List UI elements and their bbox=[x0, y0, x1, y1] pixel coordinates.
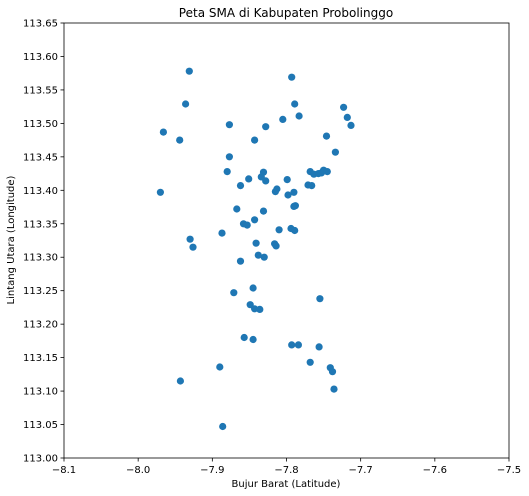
data-point bbox=[322, 132, 331, 140]
data-points bbox=[156, 67, 355, 431]
data-point bbox=[331, 148, 339, 156]
y-tick-label: 113.05 bbox=[23, 420, 58, 431]
data-point bbox=[343, 113, 351, 121]
data-point bbox=[330, 385, 338, 393]
y-tick-label: 113.65 bbox=[23, 19, 58, 30]
y-axis-ticks: 113.00 113.05 113.10 113.15 113.20 113.25 113.… bbox=[23, 19, 64, 465]
data-point bbox=[262, 123, 270, 131]
data-point bbox=[251, 136, 259, 144]
data-point bbox=[182, 100, 190, 108]
data-point bbox=[290, 202, 298, 210]
data-point bbox=[347, 121, 355, 129]
y-tick-label: 113.60 bbox=[23, 52, 58, 63]
y-tick-label: 113.35 bbox=[23, 219, 58, 230]
chart-title: Peta SMA di Kabupaten Probolinggo bbox=[179, 6, 393, 20]
data-point bbox=[236, 182, 245, 190]
data-point bbox=[245, 175, 253, 183]
y-tick-label: 113.40 bbox=[23, 186, 58, 197]
data-point bbox=[272, 242, 280, 250]
data-point bbox=[240, 333, 248, 342]
data-point bbox=[256, 305, 264, 313]
data-point bbox=[315, 343, 323, 351]
x-tick-label: −8.0 bbox=[126, 465, 150, 476]
y-tick-label: 113.00 bbox=[23, 454, 58, 465]
x-axis-ticks: −8.1 −8.0 −7.9 −7.8 −7.7 −7.6 −7.5 bbox=[52, 458, 521, 476]
y-tick-label: 113.25 bbox=[23, 286, 58, 297]
x-tick-label: −7.7 bbox=[349, 465, 373, 476]
data-point bbox=[218, 229, 226, 237]
y-tick-label: 113.20 bbox=[23, 320, 58, 331]
data-point bbox=[252, 239, 260, 247]
data-point bbox=[288, 341, 296, 349]
data-point bbox=[323, 168, 331, 176]
x-tick-label: −8.1 bbox=[52, 465, 76, 476]
data-point bbox=[262, 177, 270, 185]
y-tick-label: 113.15 bbox=[23, 353, 58, 364]
data-point bbox=[284, 191, 292, 199]
data-point bbox=[271, 188, 279, 196]
data-point bbox=[279, 115, 287, 123]
data-point bbox=[294, 341, 302, 349]
data-point bbox=[308, 182, 316, 190]
data-point bbox=[159, 128, 167, 136]
data-point bbox=[275, 226, 283, 234]
data-point bbox=[254, 251, 262, 259]
y-axis-title: Lintang Utara (Longitude) bbox=[6, 175, 17, 304]
y-tick-label: 113.30 bbox=[23, 253, 58, 264]
data-point bbox=[260, 253, 268, 261]
x-tick-label: −7.6 bbox=[423, 465, 447, 476]
x-tick-label: −7.5 bbox=[497, 465, 521, 476]
data-point bbox=[230, 289, 238, 297]
data-point bbox=[223, 168, 231, 176]
data-point bbox=[219, 422, 227, 431]
data-point bbox=[249, 335, 257, 344]
data-point bbox=[236, 257, 245, 265]
data-point bbox=[243, 221, 251, 229]
data-point bbox=[185, 67, 193, 75]
data-point bbox=[316, 295, 324, 303]
data-point bbox=[176, 377, 184, 385]
data-point bbox=[249, 284, 257, 292]
data-point bbox=[290, 188, 298, 196]
y-tick-label: 113.10 bbox=[23, 387, 58, 398]
data-point bbox=[291, 226, 299, 235]
data-point bbox=[259, 207, 268, 215]
data-point bbox=[176, 136, 184, 144]
y-tick-label: 113.45 bbox=[23, 152, 58, 163]
data-point bbox=[156, 188, 164, 196]
data-point bbox=[295, 112, 303, 120]
data-point bbox=[225, 121, 233, 129]
y-tick-label: 113.50 bbox=[23, 119, 58, 130]
data-point bbox=[328, 368, 337, 376]
plot-frame bbox=[63, 22, 510, 459]
data-point bbox=[233, 205, 241, 213]
data-point bbox=[225, 153, 233, 161]
data-point bbox=[306, 358, 314, 366]
x-tick-label: −7.8 bbox=[274, 465, 298, 476]
data-point bbox=[186, 235, 194, 243]
data-point bbox=[216, 363, 224, 371]
data-point bbox=[283, 176, 291, 184]
data-point bbox=[291, 100, 299, 108]
data-point bbox=[340, 103, 348, 111]
x-tick-label: −7.9 bbox=[200, 465, 224, 476]
data-point bbox=[251, 305, 259, 313]
data-point bbox=[288, 73, 296, 81]
data-point bbox=[251, 216, 259, 224]
data-point bbox=[189, 243, 197, 251]
y-tick-label: 113.55 bbox=[23, 85, 58, 96]
x-axis-title: Bujur Barat (Latitude) bbox=[232, 479, 341, 490]
